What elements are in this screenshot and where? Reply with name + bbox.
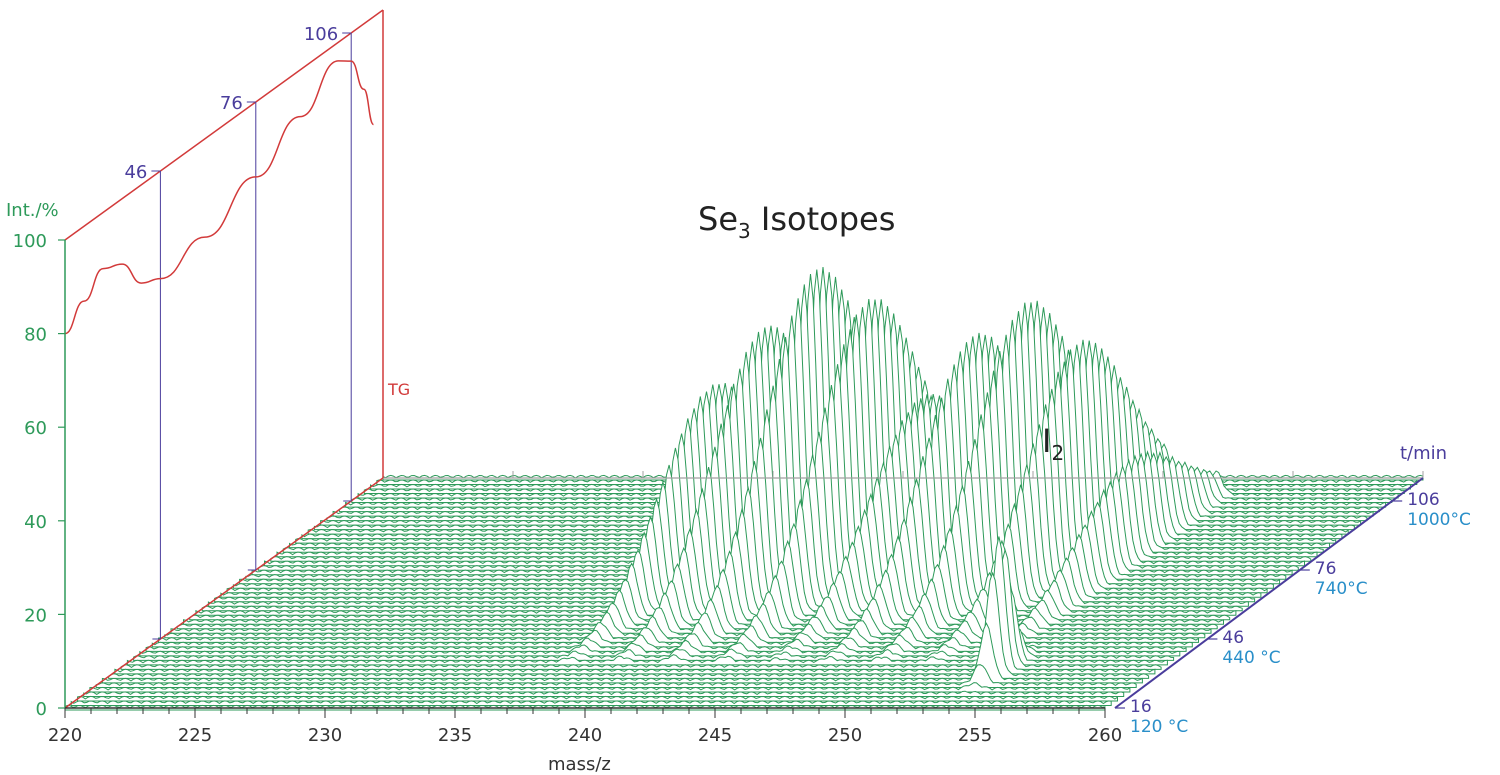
mass-tick-label: 225 xyxy=(178,725,212,746)
spectrum-line xyxy=(164,598,1206,639)
spectrum-line xyxy=(83,690,1125,697)
spectrum-line xyxy=(95,664,1137,688)
time-axis-label: t/min xyxy=(1400,443,1447,464)
spectrum-line xyxy=(89,682,1131,693)
chart-title-suffix: Isotopes xyxy=(751,200,896,238)
mass-tick-label: 260 xyxy=(1088,725,1122,746)
chart-title-subscript: 3 xyxy=(738,219,751,243)
mass-tick-label: 245 xyxy=(698,725,732,746)
time-tick-label: 46 xyxy=(1222,628,1244,648)
tg-curve xyxy=(64,60,375,335)
intensity-tick-label: 60 xyxy=(24,418,47,439)
tg-time-tick-label: 46 xyxy=(124,162,147,183)
spectra-layer xyxy=(64,267,1424,711)
mass-tick-label: 220 xyxy=(48,725,82,746)
spectrum-line xyxy=(158,612,1199,643)
temperature-label: 1000°C xyxy=(1407,510,1471,530)
spectrum-line xyxy=(77,695,1118,702)
i2-peak-label-main: I xyxy=(1042,422,1051,460)
i2-peak-label-subscript: 2 xyxy=(1051,441,1064,465)
chart-title-main: Se xyxy=(698,200,738,238)
x-axis-label: mass/z xyxy=(548,754,611,775)
tg-plane-top-edge xyxy=(64,9,384,241)
mass-tick-label: 240 xyxy=(568,725,602,746)
temperature-label: 440 °C xyxy=(1222,648,1280,668)
axes-layer: 46 76 106 0 20 40 60 80 100 220 225 230 235 240 245 250… xyxy=(13,9,1471,746)
mass-tick-label: 235 xyxy=(438,725,472,746)
y-axis-label: Int./% xyxy=(6,200,59,221)
spectrum-line xyxy=(170,584,1212,634)
chart-title: Se3 Isotopes xyxy=(698,200,895,243)
intensity-tick-label: 0 xyxy=(36,699,47,720)
mass-tick-label: 230 xyxy=(308,725,342,746)
mass-tick-label: 250 xyxy=(828,725,862,746)
time-tick-label: 76 xyxy=(1315,559,1337,579)
tg-time-tick-label: 106 xyxy=(304,24,338,45)
temperature-label: 120 °C xyxy=(1130,717,1188,737)
time-axis-line xyxy=(1114,477,1424,709)
tg-plane-bottom-edge xyxy=(64,477,384,709)
intensity-tick-label: 100 xyxy=(13,231,47,252)
tg-time-tick-label: 76 xyxy=(220,93,243,114)
time-tick-label: 106 xyxy=(1407,490,1439,510)
intensity-tick-label: 20 xyxy=(24,605,47,626)
intensity-tick-label: 80 xyxy=(24,325,47,346)
tg-label: TG xyxy=(387,380,410,399)
mass-tick-label: 255 xyxy=(958,725,992,746)
temperature-label: 740°C xyxy=(1315,579,1368,599)
spectrum-line xyxy=(70,700,1112,706)
i2-peak-label: I2 xyxy=(1042,422,1064,465)
time-tick-label: 16 xyxy=(1130,697,1152,717)
intensity-tick-label: 40 xyxy=(24,512,47,533)
